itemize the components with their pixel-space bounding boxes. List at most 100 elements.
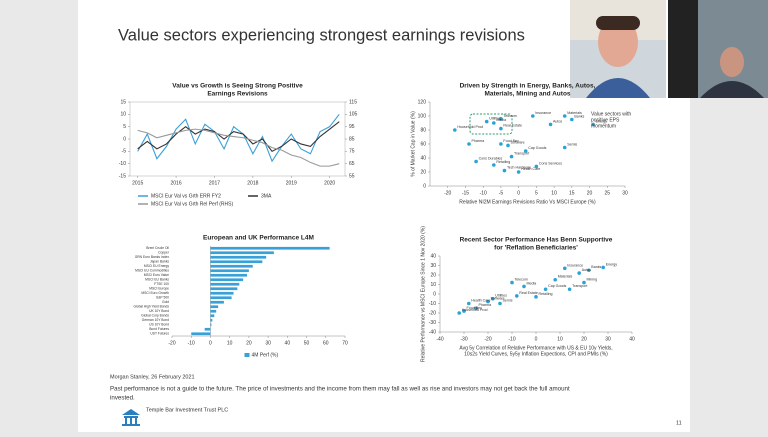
bar (191, 332, 211, 336)
point-label: Retailing (496, 160, 510, 164)
x-tick-label: 10 (557, 336, 563, 342)
y-tick-label: Japan Banks (150, 260, 169, 264)
point-label: Semis (503, 298, 513, 302)
point-label: Telecom (503, 114, 516, 118)
y-tick-label: 80 (420, 127, 426, 133)
y-tick-label: 0 (123, 136, 126, 142)
x-tick-label: 0 (535, 336, 538, 342)
chart-title: Value vs Growth is Seeing Strong Positiv… (172, 83, 303, 90)
point-label: Pharma (472, 139, 485, 143)
bar (210, 296, 232, 300)
point-label: Cap Goods (548, 284, 566, 288)
y-tick-label: 10 (120, 112, 126, 118)
point (499, 117, 503, 121)
y-tick-label: 115 (349, 99, 357, 105)
point-label: Materials (558, 275, 573, 279)
x-tick-label: -10 (188, 340, 195, 346)
point-label: Cons Durables (479, 156, 503, 160)
point (499, 142, 503, 146)
y-tick-label: -30 (429, 320, 436, 326)
x-tick-label: 30 (265, 340, 271, 346)
point-label: Mining (587, 278, 598, 282)
y-tick-label: 20 (430, 272, 436, 278)
point-label: Utilities (489, 117, 501, 121)
point-label: Retailing (539, 292, 553, 296)
y-tick-label: Copper (158, 251, 170, 255)
x-tick-label: 0 (209, 340, 212, 346)
y-tick-label: -15 (119, 173, 126, 179)
point (453, 128, 457, 132)
point-label: Banks (591, 265, 601, 269)
y-tick-label: 0 (423, 183, 426, 189)
point-label: Energy (606, 262, 618, 266)
chart-title: for 'Reflation Beneficiaries' (494, 245, 578, 252)
x-tick-label: 2017 (209, 180, 220, 186)
bar (210, 269, 249, 273)
point (587, 268, 591, 273)
x-tick-label: 2020 (324, 180, 335, 186)
y-tick-label: 40 (430, 253, 436, 259)
y-tick-label: German 10Y Bond (142, 318, 169, 322)
x-tick-label: 10 (227, 340, 233, 346)
bar (210, 314, 215, 318)
x-tick-label: 30 (622, 190, 628, 196)
slide-title: Value sectors experiencing strongest ear… (118, 26, 525, 44)
point (509, 154, 514, 159)
point-label: Utilities (495, 294, 507, 298)
point (591, 122, 595, 127)
y-tick-label: Global High Yield Bonds (133, 305, 169, 309)
y-tick-label: 15 (120, 99, 126, 105)
bar (210, 251, 274, 255)
bar (210, 291, 234, 295)
video-tile (668, 0, 768, 98)
point-label: Cons Services (539, 161, 562, 165)
y-tick-label: 65 (349, 161, 355, 167)
point (515, 294, 519, 298)
point-label: Household Prod (462, 308, 488, 312)
bar (210, 255, 267, 259)
bar (210, 273, 247, 277)
y-tick-label: -10 (119, 161, 126, 167)
point-label: Food Bev (503, 139, 519, 143)
x-tick-label: 20 (587, 190, 593, 196)
point (492, 121, 496, 125)
y-tick-label: Global Corp Bonds (141, 314, 169, 318)
y-tick-label: 20 (420, 169, 426, 175)
y-tick-label: 120 (418, 99, 427, 105)
bar (210, 305, 219, 309)
legend-label: MSCI Eur Val vs Grth Rel Perf (RHS) (151, 201, 233, 207)
x-tick-label: -15 (462, 190, 469, 196)
x-tick-label: -20 (168, 340, 175, 346)
y-tick-label: 30 (430, 263, 436, 269)
x-tick-label: -40 (436, 336, 443, 342)
y-tick-label: 95 (349, 124, 355, 130)
y-tick-label: 105 (349, 112, 358, 118)
point-label: Media (496, 118, 506, 122)
x-tick-label: 20 (246, 340, 252, 346)
point (563, 266, 567, 271)
y-tick-label: -10 (429, 301, 436, 307)
bar (210, 246, 330, 250)
y-tick-label: 60 (420, 141, 426, 147)
logo (122, 409, 140, 426)
point (567, 287, 572, 292)
point (498, 301, 502, 306)
y-tick-label: Gold (162, 300, 169, 304)
y-tick-label: UK 10Y Bond (149, 309, 169, 313)
point (562, 114, 567, 118)
y-tick-label: 0 (433, 291, 436, 297)
annotation: Value sectors with (591, 111, 631, 117)
point-label: Energy (596, 119, 608, 123)
point (467, 142, 471, 146)
highlight-box (469, 113, 513, 135)
y-tick-label: 75 (349, 149, 355, 155)
y-tick-label: US 10Y Bond (149, 323, 169, 327)
point-label: Cap Goods (528, 146, 546, 150)
bar (210, 260, 263, 264)
x-tick-label: -10 (480, 190, 487, 196)
legend-label: 3MA (261, 193, 272, 199)
point (467, 301, 471, 306)
x-tick-label: -30 (460, 336, 467, 342)
